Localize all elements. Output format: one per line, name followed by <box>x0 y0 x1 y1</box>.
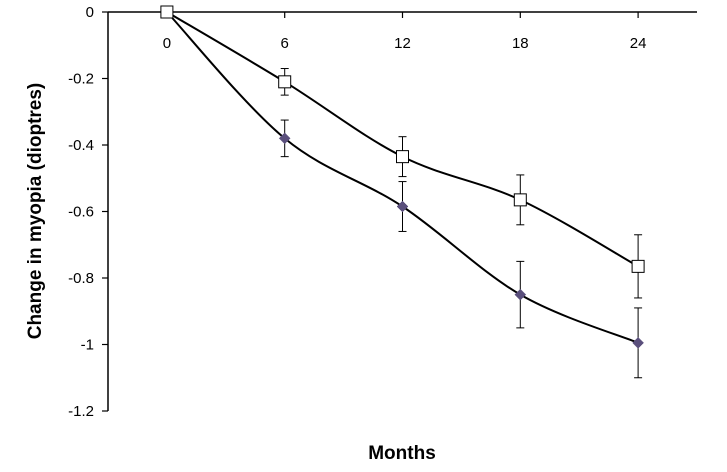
trend-lines <box>166 11 639 344</box>
point-open-square <box>631 259 645 273</box>
y-tick-label: -0.2 <box>68 71 94 88</box>
x-tick-label: 24 <box>630 35 647 52</box>
point-filled-diamond <box>632 336 644 349</box>
data-points <box>160 5 645 349</box>
y-tick-label: -0.6 <box>68 204 94 221</box>
point-filled-diamond <box>514 288 527 301</box>
point-filled-diamond <box>278 132 291 145</box>
y-tick-label: -0.4 <box>68 137 94 154</box>
x-tick-label: 12 <box>394 35 411 52</box>
y-tick-label: -1 <box>81 337 94 354</box>
point-open-square <box>513 193 527 207</box>
x-tick-label: 6 <box>281 35 289 52</box>
y-axis-title: Change in myopia (dioptres) <box>25 83 46 340</box>
trend-line-series-2 <box>166 11 639 344</box>
point-open-square <box>278 75 292 89</box>
point-open-square <box>160 5 174 19</box>
y-tick-label: -1.2 <box>68 403 94 420</box>
x-axis-ticks: 0 6 12 18 24 <box>163 12 647 52</box>
y-tick-label: 0 <box>86 4 94 21</box>
point-open-square <box>396 150 409 164</box>
point-filled-diamond <box>396 200 409 213</box>
x-tick-label: 18 <box>512 35 529 52</box>
x-tick-label: 0 <box>163 35 171 52</box>
y-axis-ticks: 0 -0.2 -0.4 -0.6 -0.8 -1 -1.2 <box>68 4 108 420</box>
x-axis-title: Months <box>368 443 436 464</box>
y-tick-label: -0.8 <box>68 270 94 287</box>
